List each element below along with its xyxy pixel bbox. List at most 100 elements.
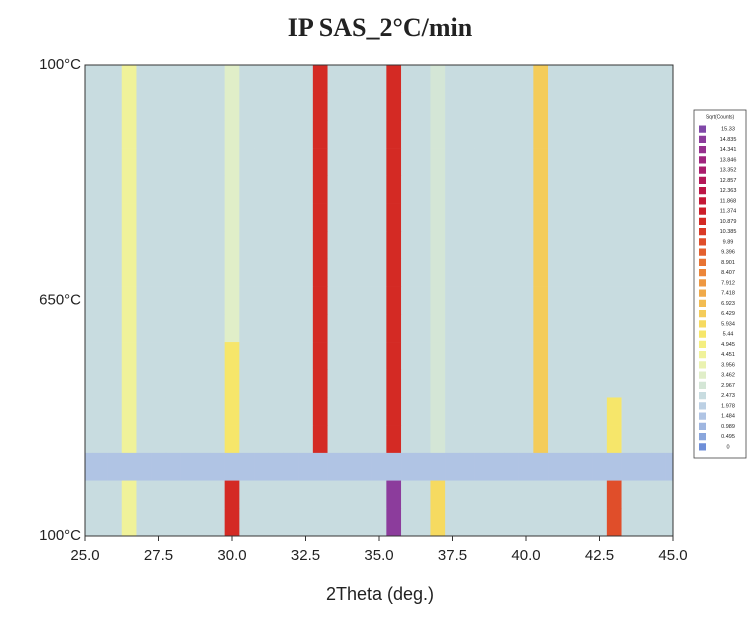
heat-cell [180,65,196,94]
heat-cell [209,369,225,398]
heat-cell [298,92,314,121]
heat-cell [195,231,211,260]
heat-cell [636,480,652,509]
heat-cell [503,342,519,371]
x-tick-label: 27.5 [144,547,173,564]
heat-cell [665,92,673,121]
heat-cell [85,314,93,343]
heat-cell [548,397,564,426]
heat-cell [371,286,387,315]
heat-cell [136,148,152,177]
heat-cell [401,342,417,371]
heat-cell [650,120,666,149]
colorbar-swatch [699,156,706,164]
heat-cell [371,65,387,94]
heat-cell [195,203,211,232]
heat-cell [342,508,358,536]
heat-cell [621,203,637,232]
colorbar-swatch [699,125,706,133]
heat-cell [650,480,666,509]
heat-cell [503,92,519,121]
heat-cell [386,425,402,454]
heat-cell [180,175,196,204]
heat-cell [342,92,358,121]
chart-title: IP SAS_2°C/min [288,13,473,42]
heat-cell [503,452,519,481]
heat-cell [371,148,387,177]
heat-cell [195,175,211,204]
colorbar-title: Sqrt(Counts) [706,114,735,120]
heat-cell [92,314,108,343]
heat-cell [445,231,461,260]
heat-cell [606,231,622,260]
heat-cell [85,120,93,149]
heat-cell [85,286,93,315]
heat-cell [151,425,167,454]
heat-cell [85,508,93,536]
heat-cell [636,369,652,398]
heat-cell [415,258,431,287]
heat-cell [239,397,255,426]
heat-cell [430,65,446,94]
heat-cell [430,397,446,426]
heat-cell [254,314,270,343]
heat-cell [489,452,505,481]
heat-cell [503,231,519,260]
heat-cell [430,342,446,371]
heat-cell [92,342,108,371]
heat-cell [415,203,431,232]
heat-cell [533,231,549,260]
heat-cell [224,342,240,371]
heat-cell [577,397,593,426]
heat-cell [518,203,534,232]
colorbar-label: 9.396 [721,250,735,256]
heat-cell [562,508,578,536]
heat-cell [592,425,608,454]
heat-cell [489,92,505,121]
heat-cell [474,397,490,426]
heat-cell [239,65,255,94]
heat-cell [518,397,534,426]
heat-cell [254,369,270,398]
heat-cell [533,175,549,204]
heat-cell [327,314,343,343]
heat-cell [121,148,137,177]
heat-cell [209,120,225,149]
heat-cell [92,175,108,204]
colorbar-label: 2.473 [721,393,735,399]
heat-cell [518,286,534,315]
colorbar-label: 2.967 [721,383,735,389]
heat-cell [312,480,328,509]
heat-cell [636,425,652,454]
heat-cell [518,508,534,536]
heat-cell [283,175,299,204]
heat-cell [151,369,167,398]
heat-cell [606,508,622,536]
heat-cell [283,231,299,260]
heat-cell [401,92,417,121]
heat-cell [562,231,578,260]
heat-cell [239,369,255,398]
heat-cell [342,65,358,94]
heat-cell [621,92,637,121]
x-tick-label: 32.5 [291,547,320,564]
heat-cell [224,120,240,149]
heat-cell [85,425,93,454]
heat-cell [165,314,181,343]
heat-cell [636,397,652,426]
heat-cell [327,175,343,204]
heat-cell [665,508,673,536]
heat-cell [136,65,152,94]
heat-cell [107,314,123,343]
heat-cell [386,231,402,260]
heat-cell [283,120,299,149]
heat-cell [518,425,534,454]
heat-cell [268,120,284,149]
heat-cell [92,65,108,94]
colorbar-label: 11.868 [720,198,736,204]
heat-cell [342,148,358,177]
heat-cell [650,397,666,426]
heat-cell [430,231,446,260]
heat-cell [533,425,549,454]
heat-cell [548,480,564,509]
